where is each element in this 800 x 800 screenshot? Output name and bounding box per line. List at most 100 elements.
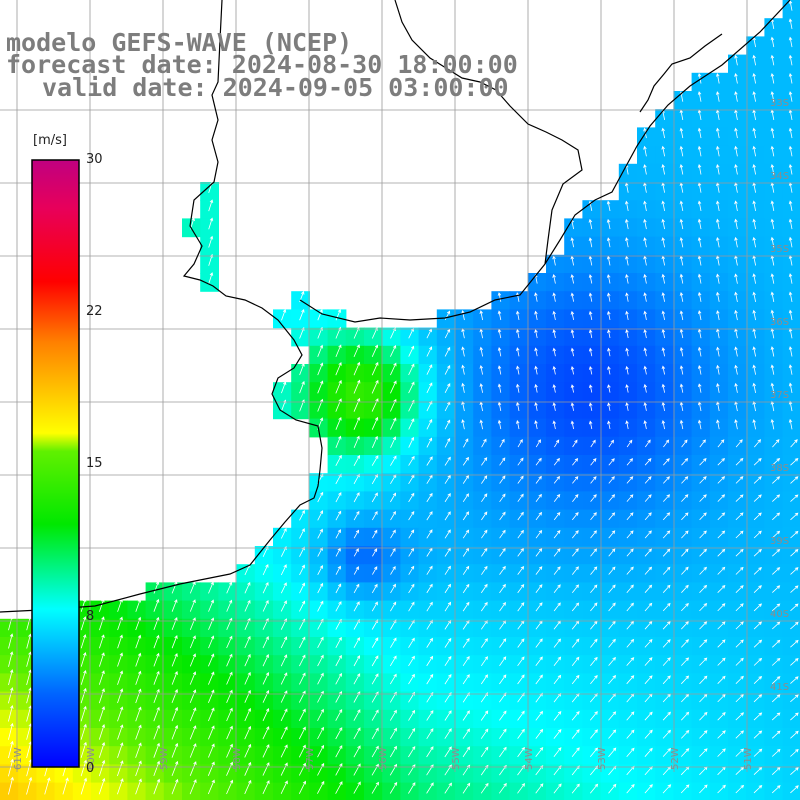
wind-arrow <box>753 694 763 703</box>
wind-arrow <box>390 565 396 575</box>
wind-arrow <box>497 292 502 302</box>
wind-arrow <box>98 688 105 704</box>
wind-speed-cell <box>345 728 365 747</box>
wind-arrow <box>98 670 105 685</box>
wind-speed-cell <box>236 746 256 765</box>
wind-arrow <box>606 237 611 248</box>
wind-arrow <box>588 347 593 357</box>
wind-speed-cell <box>655 527 674 547</box>
wind-speed-cell <box>673 746 693 765</box>
wind-speed-cell <box>782 218 800 238</box>
wind-arrow <box>772 548 781 557</box>
wind-speed-cell <box>436 491 456 511</box>
wind-arrow <box>753 712 763 721</box>
wind-arrow <box>608 747 617 757</box>
wind-arrow <box>335 547 341 557</box>
wind-arrow <box>662 548 671 557</box>
wind-speed-cell <box>600 637 620 656</box>
wind-arrow <box>299 528 305 539</box>
wind-arrow <box>589 711 598 721</box>
wind-speed-cell <box>618 746 638 765</box>
wind-speed-cell <box>345 473 365 492</box>
wind-arrow <box>625 384 629 393</box>
wind-arrow <box>644 476 652 484</box>
wind-arrow <box>171 689 178 704</box>
wind-arrow <box>444 529 451 539</box>
wind-arrow <box>770 382 775 393</box>
wind-arrow <box>752 382 757 393</box>
colorbar-tick-0: 0 <box>86 761 95 776</box>
wind-speed-cell <box>728 436 747 456</box>
wind-arrow <box>171 724 179 740</box>
wind-speed-cell <box>709 728 729 747</box>
wind-speed-cell <box>782 91 800 110</box>
wind-arrow <box>317 726 324 740</box>
wind-arrow <box>788 400 793 412</box>
wind-arrow <box>625 402 629 411</box>
wind-arrow <box>534 420 538 430</box>
wind-speed-cell <box>527 491 547 511</box>
wind-arrow <box>226 743 233 758</box>
wind-arrow <box>716 91 720 102</box>
wind-arrow <box>208 199 214 212</box>
wind-speed-cell <box>709 618 729 638</box>
wind-speed-cell <box>673 709 693 729</box>
wind-arrow <box>625 420 629 430</box>
wind-arrow <box>680 784 690 794</box>
wind-arrow <box>734 346 738 357</box>
wind-arrow <box>26 687 32 704</box>
wind-speed-cell <box>637 546 656 565</box>
wind-speed-cell <box>418 509 438 529</box>
colorbar-tick-8: 8 <box>86 609 95 624</box>
wind-arrow <box>8 722 14 740</box>
wind-arrow <box>153 742 160 758</box>
wind-arrow <box>679 163 684 175</box>
wind-speed-cell <box>309 527 329 547</box>
wind-arrow <box>571 674 580 685</box>
wind-speed-cell <box>218 764 238 784</box>
wind-vector-arrows <box>8 0 799 795</box>
wind-arrow <box>626 439 633 448</box>
wind-speed-cell <box>291 600 310 620</box>
wind-arrow <box>244 671 251 685</box>
wind-arrow <box>697 291 702 302</box>
wind-speed-cell <box>564 618 583 638</box>
wind-arrow <box>208 581 214 594</box>
wind-arrow <box>317 309 323 321</box>
wind-arrow <box>244 653 251 667</box>
wind-arrow <box>790 439 798 448</box>
wind-speed-cell <box>273 400 292 420</box>
wind-arrow <box>717 585 726 593</box>
wind-arrow <box>753 585 762 593</box>
wind-arrow <box>408 529 415 539</box>
wind-arrow <box>735 457 744 466</box>
wind-speed-cell <box>473 746 492 765</box>
wind-arrow <box>588 255 593 266</box>
wind-arrow <box>390 547 396 557</box>
wind-arrow <box>644 439 651 448</box>
wind-arrow <box>735 675 744 684</box>
wind-speed-cell <box>327 527 347 547</box>
wind-arrow <box>226 581 233 594</box>
wind-arrow <box>499 728 507 739</box>
wind-arrow <box>353 529 360 539</box>
wind-speed-cell <box>618 728 638 747</box>
wind-arrow <box>553 729 562 739</box>
wind-arrow <box>607 366 611 375</box>
longitude-label: 60W <box>86 747 97 770</box>
wind-arrow <box>735 439 743 448</box>
wind-arrow <box>189 707 197 722</box>
wind-arrow <box>171 671 178 685</box>
wind-speed-cell <box>746 691 765 711</box>
wind-arrow <box>80 741 87 758</box>
wind-arrow <box>317 762 325 776</box>
wind-arrow <box>699 494 707 502</box>
wind-arrow <box>462 601 470 612</box>
wind-arrow <box>661 237 666 248</box>
wind-arrow <box>716 145 720 157</box>
wind-arrow <box>752 54 756 66</box>
wind-arrow <box>8 633 14 649</box>
wind-arrow <box>571 747 580 758</box>
wind-speed-cell <box>728 691 747 711</box>
wind-speed-cell <box>618 491 638 511</box>
